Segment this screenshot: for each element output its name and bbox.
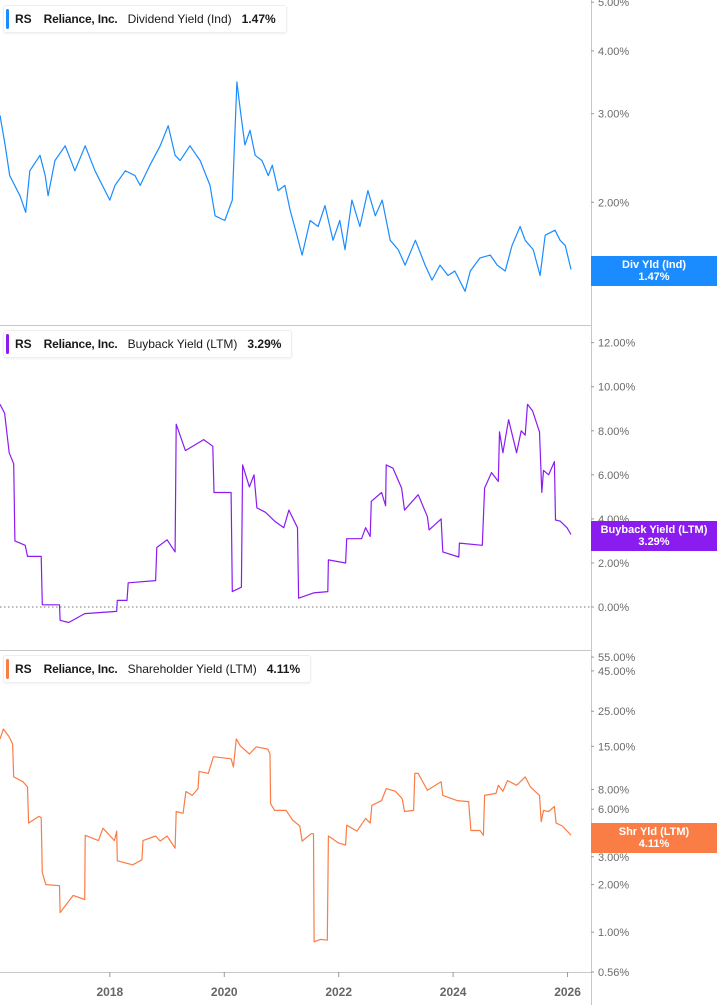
legend-metric: Shareholder Yield (LTM) xyxy=(127,662,257,676)
badge-label: Div Yld (Ind) xyxy=(622,259,686,271)
y-tick-label: 2.00% xyxy=(598,880,629,892)
legend-company: Reliance, Inc. xyxy=(43,337,118,351)
legend-metric: Dividend Yield (Ind) xyxy=(127,12,232,26)
badge-buyback-yield: Buyback Yield (LTM) 3.29% xyxy=(591,521,717,551)
legend-ticker: RS xyxy=(15,337,32,351)
badge-value: 3.29% xyxy=(638,536,670,548)
legend-company: Reliance, Inc. xyxy=(43,12,118,26)
y-tick-label: 2.00% xyxy=(598,558,629,570)
y-tick-label: 0.00% xyxy=(598,602,629,614)
badge-value: 1.47% xyxy=(638,271,670,283)
legend-value: 1.47% xyxy=(241,12,276,26)
y-tick-label: 12.00% xyxy=(598,338,636,350)
series-color-marker xyxy=(6,334,9,354)
legend-value: 4.11% xyxy=(266,662,301,676)
legend-buyback-yield: RS Reliance, Inc. Buyback Yield (LTM) 3.… xyxy=(3,330,293,358)
legend-metric: Buyback Yield (LTM) xyxy=(127,337,238,351)
panel-1: 12.00%10.00%8.00%6.00%4.00%2.00%0.00% xyxy=(0,338,636,651)
series-line-0 xyxy=(0,81,572,292)
x-tick-label: 2026 xyxy=(554,985,581,999)
y-tick-label: 2.00% xyxy=(598,197,629,209)
series-line-2 xyxy=(0,728,572,943)
legend-ticker: RS xyxy=(15,12,32,26)
x-tick-label: 2018 xyxy=(96,985,123,999)
legend-shareholder-yield: RS Reliance, Inc. Shareholder Yield (LTM… xyxy=(3,655,312,683)
legend-company: Reliance, Inc. xyxy=(43,662,118,676)
legend-value: 3.29% xyxy=(247,337,282,351)
series-color-marker xyxy=(6,9,9,29)
y-tick-label: 1.00% xyxy=(598,927,629,939)
panel-2: 55.00% 45.00% 25.00% 15.00% 8.00% 6.00% 3.00% 2… xyxy=(0,652,636,979)
legend-ticker: RS xyxy=(15,662,32,676)
y-tick-label: 10.00% xyxy=(598,382,636,394)
y-tick-label: 8.00% xyxy=(598,426,629,438)
y-tick-label: 6.00% xyxy=(598,804,629,816)
badge-shareholder-yield: Shr Yld (LTM) 4.11% xyxy=(591,823,717,853)
y-tick-label: 3.00% xyxy=(598,852,629,864)
y-tick-label: 4.00% xyxy=(598,46,629,58)
x-tick-label: 2022 xyxy=(325,985,352,999)
y-tick-label: 5.00% xyxy=(598,0,629,9)
badge-label: Buyback Yield (LTM) xyxy=(600,524,708,536)
badge-label: Shr Yld (LTM) xyxy=(618,826,690,838)
series-color-marker xyxy=(6,659,9,679)
y-tick-label: 55.00% xyxy=(598,652,636,664)
y-tick-label: 0.56% xyxy=(598,967,629,979)
y-tick-label: 8.00% xyxy=(598,784,629,796)
y-tick-label: 3.00% xyxy=(598,109,629,121)
legend-dividend-yield: RS Reliance, Inc. Dividend Yield (Ind) 1… xyxy=(3,5,287,33)
x-tick-label: 2020 xyxy=(211,985,238,999)
y-tick-label: 25.00% xyxy=(598,706,636,718)
badge-dividend-yield: Div Yld (Ind) 1.47% xyxy=(591,256,717,286)
y-tick-label: 45.00% xyxy=(598,666,636,678)
series-line-1 xyxy=(0,403,572,624)
panel-0: 5.00% 4.00% 3.00% 2.00% xyxy=(0,0,629,326)
y-tick-label: 15.00% xyxy=(598,741,636,753)
x-tick-label: 2024 xyxy=(440,985,467,999)
y-tick-label: 6.00% xyxy=(598,470,629,482)
badge-value: 4.11% xyxy=(638,838,670,850)
